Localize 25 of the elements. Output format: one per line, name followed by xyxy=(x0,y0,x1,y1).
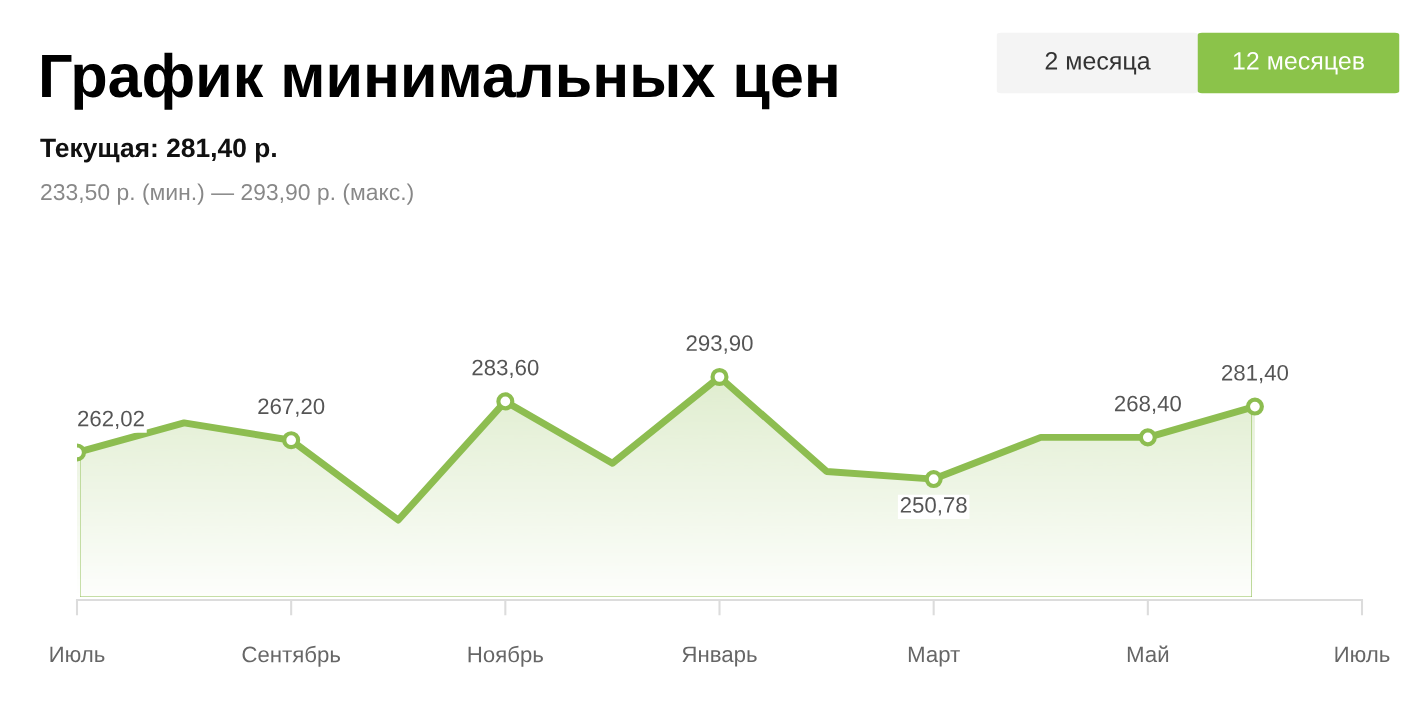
x-tick-label: Сентябрь xyxy=(242,645,341,667)
chart-subtitle: Текущая: 281,40 р. xyxy=(40,138,276,163)
text: 2 месяца xyxy=(1045,52,1151,75)
x-tick-label: Январь xyxy=(682,646,757,667)
point xyxy=(710,367,729,387)
data-label: 283,60 xyxy=(472,359,539,379)
x-tick-label: Июль xyxy=(1335,646,1390,663)
x-tick-label: Март xyxy=(908,646,960,667)
text: 12 месяцев xyxy=(1233,52,1364,75)
chart-title: График минимальных цен xyxy=(42,52,837,110)
x-tick-label: Июль xyxy=(50,646,105,663)
x-tick-label: Ноябрь xyxy=(468,645,543,667)
x-tick-label: Май xyxy=(1127,645,1169,663)
point xyxy=(1138,428,1157,447)
data-label: 281,40 xyxy=(1222,364,1289,384)
data-label: 267,20 xyxy=(258,398,325,417)
data-label: 262,02 xyxy=(78,410,144,430)
data-label: 293,90 xyxy=(686,335,753,354)
point xyxy=(282,431,301,450)
data-label: 268,40 xyxy=(1114,395,1181,415)
point xyxy=(1245,397,1264,416)
point xyxy=(924,470,943,489)
text: 233,50 р. (мин.) — 293,90 р. (макс.) xyxy=(41,183,413,205)
data-label: 250,78 xyxy=(900,497,967,516)
point xyxy=(496,392,515,411)
